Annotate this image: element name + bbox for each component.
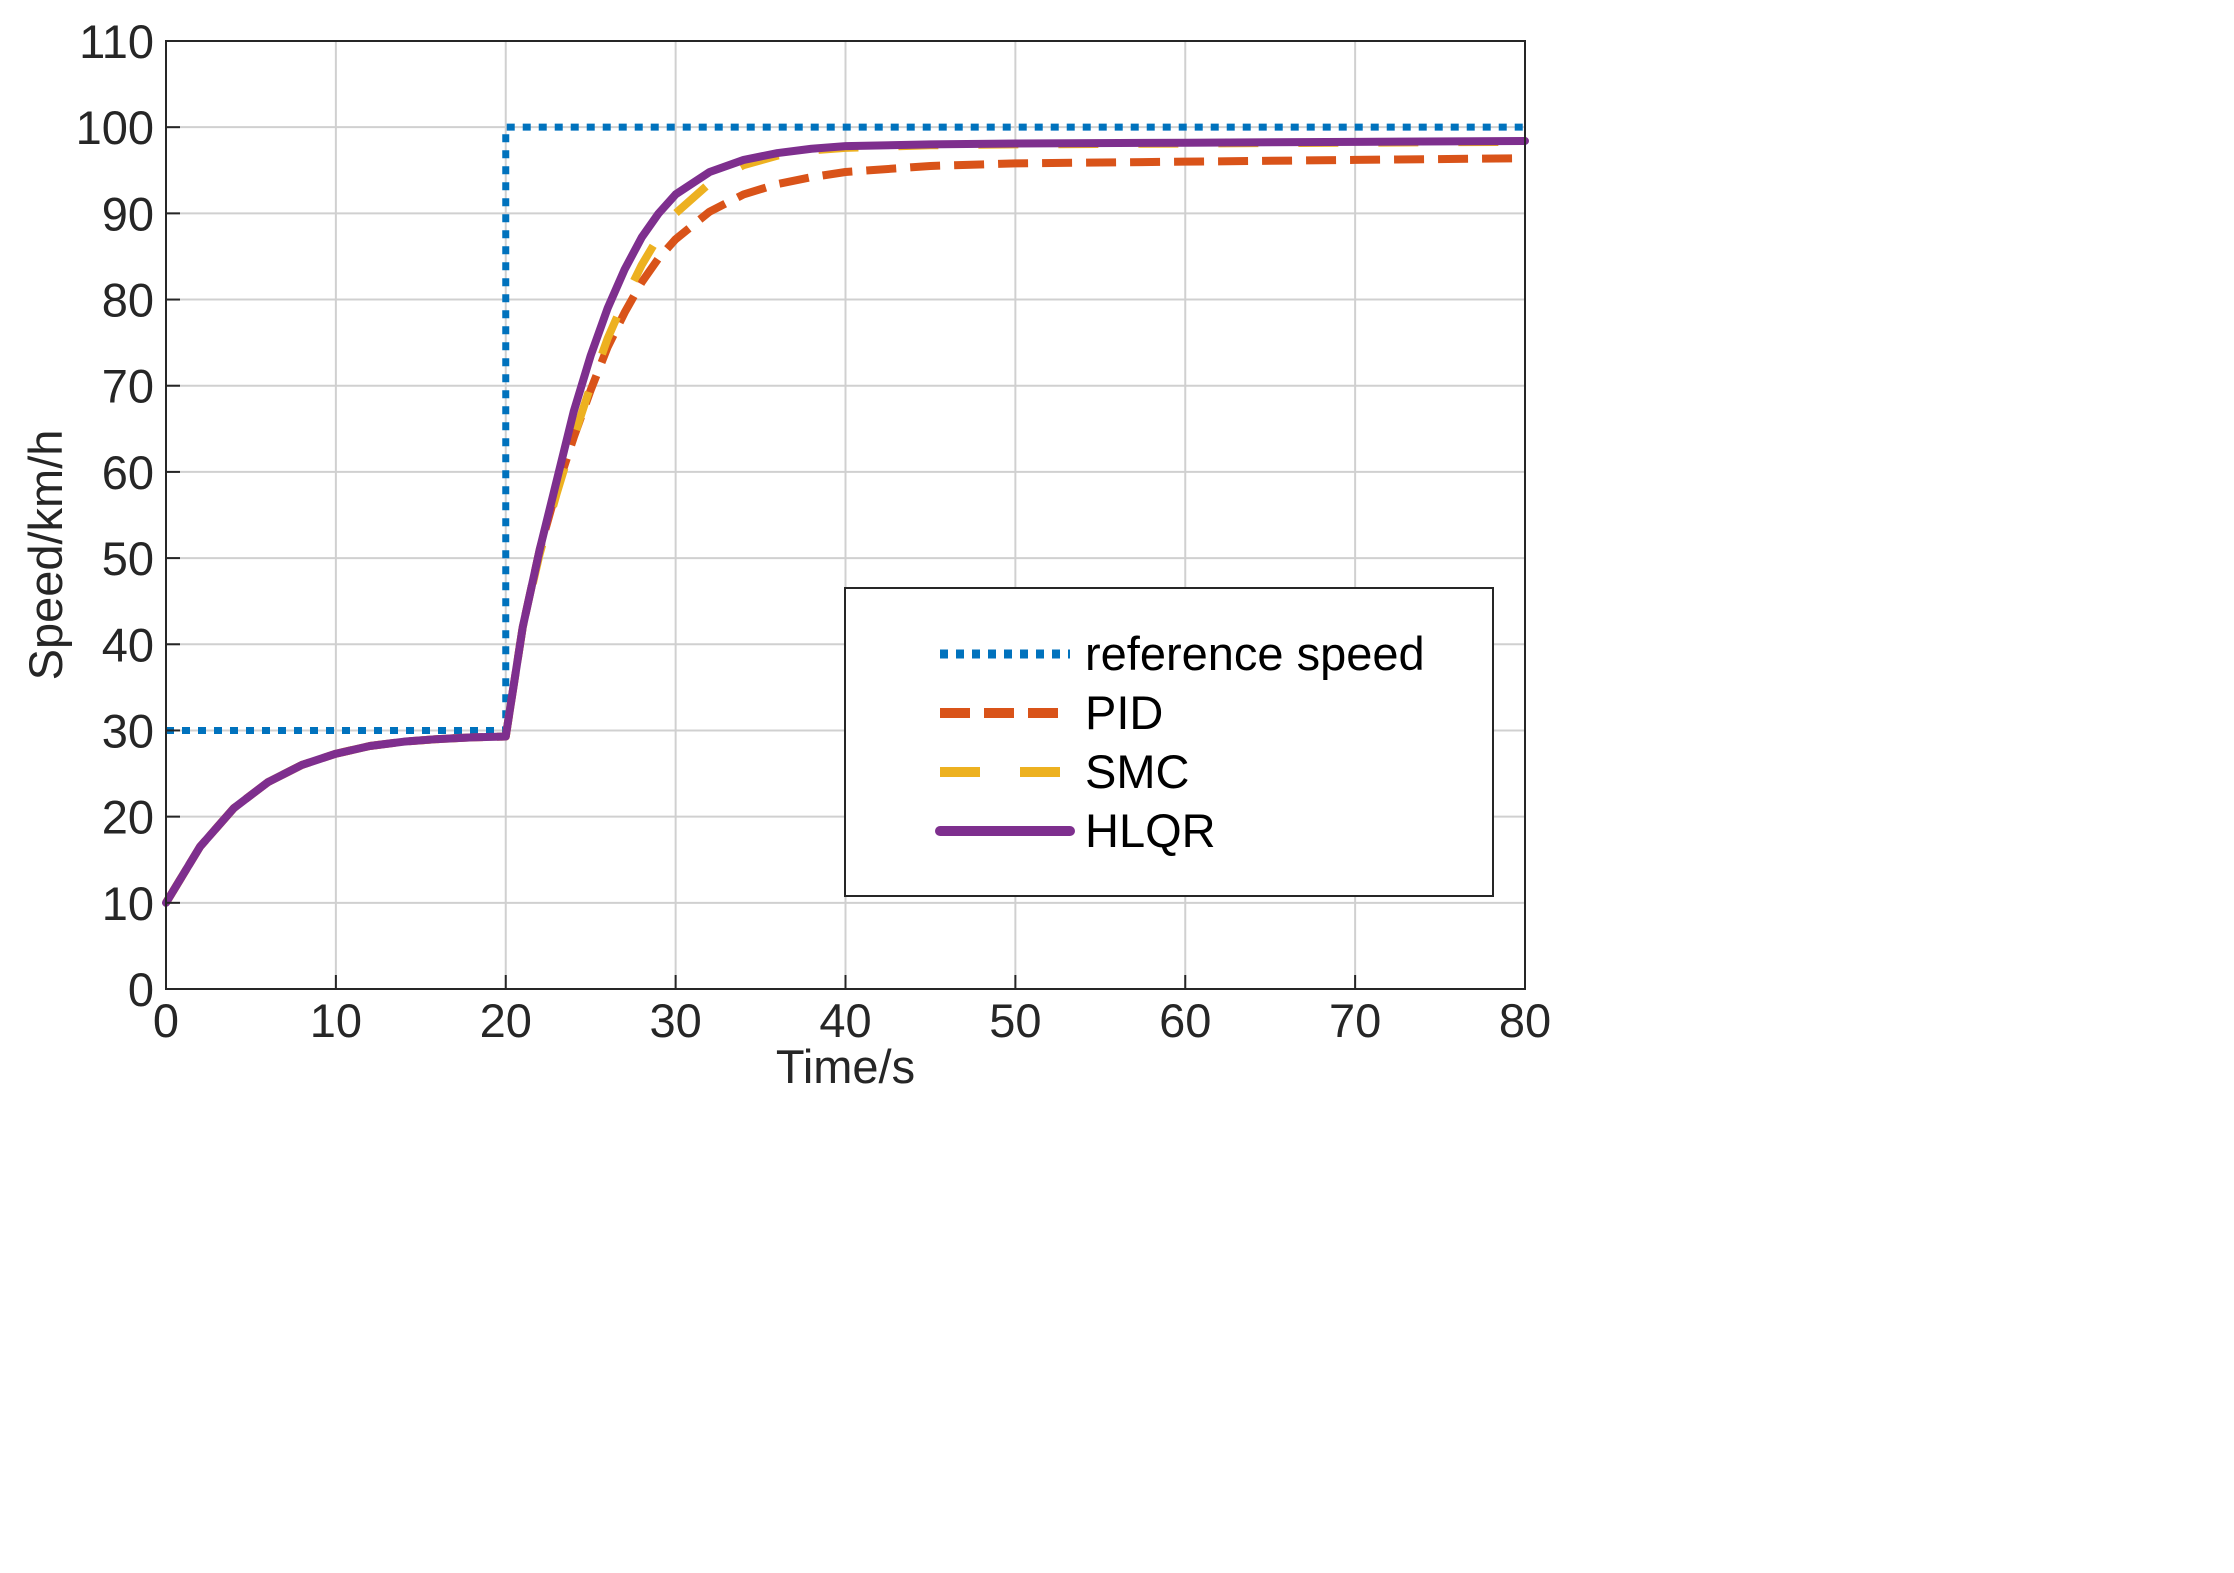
y-tick-label: 10 [102, 877, 154, 930]
x-tick-label: 70 [1329, 994, 1381, 1047]
x-tick-label: 0 [153, 994, 179, 1047]
axis-tick-labels: 0 10 20 30 40 50 60 70 80 0 10 20 30 40 50 60 70 80 90 100 1… [76, 15, 1552, 1047]
series-lines [162, 123, 1529, 907]
x-tick-label: 80 [1499, 994, 1551, 1047]
y-tick-label: 60 [102, 446, 154, 499]
legend: reference speed PID SMC HLQR [844, 587, 1494, 897]
series-line-reference-speed [166, 123, 1525, 734]
y-tick-label: 90 [102, 187, 154, 240]
legend-label: HLQR [1085, 804, 1216, 857]
y-tick-label: 0 [128, 963, 154, 1016]
y-tick-label: 40 [102, 618, 154, 671]
legend-label: SMC [1085, 745, 1189, 798]
y-tick-label: 70 [102, 360, 154, 413]
y-tick-label: 100 [76, 101, 154, 154]
y-tick-label: 50 [102, 532, 154, 585]
line-chart: 0 10 20 30 40 50 60 70 80 0 10 20 30 40 50 60 70 80 90 100 1… [19, 15, 1552, 1093]
y-tick-label: 80 [102, 274, 154, 327]
y-axis-title: Speed/km/h [19, 430, 72, 681]
x-tick-label: 40 [819, 994, 871, 1047]
legend-box [844, 587, 1494, 897]
x-tick-label: 60 [1159, 994, 1211, 1047]
legend-label: reference speed [1085, 627, 1425, 680]
x-tick-label: 30 [649, 994, 701, 1047]
x-tick-label: 20 [480, 994, 532, 1047]
series-line-hlqr [162, 136, 1529, 907]
x-tick-label: 50 [989, 994, 1041, 1047]
x-tick-label: 10 [310, 994, 362, 1047]
chart-root: 0 10 20 30 40 50 60 70 80 0 10 20 30 40 50 60 70 80 90 100 1… [0, 0, 1564, 1111]
y-tick-label: 30 [102, 704, 154, 757]
legend-label: PID [1085, 686, 1163, 739]
x-axis-title: Time/s [776, 1040, 915, 1093]
y-tick-label: 110 [79, 15, 154, 68]
y-tick-label: 20 [102, 791, 154, 844]
